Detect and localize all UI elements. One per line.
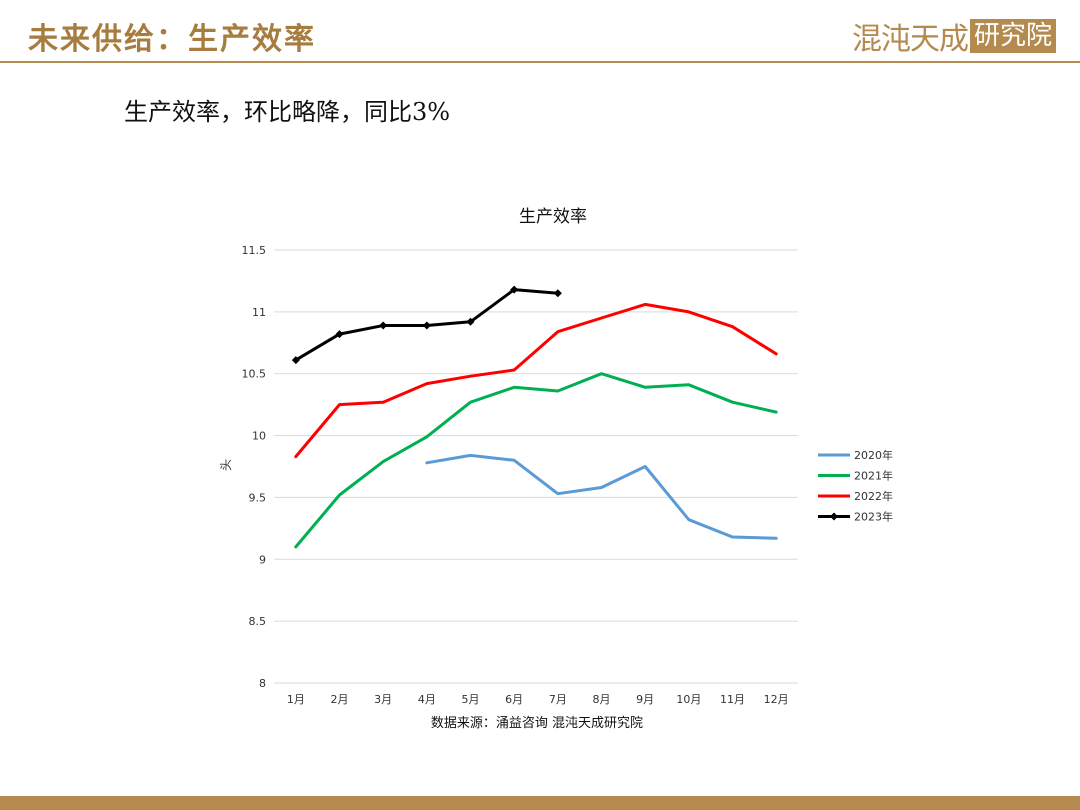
y-tick-label: 11 <box>252 306 266 319</box>
data-point <box>335 330 344 339</box>
y-tick-label: 11.5 <box>242 244 267 257</box>
x-tick-label: 6月 <box>505 693 523 706</box>
y-tick-label: 9 <box>259 553 266 566</box>
line-chart: 生产效率 8 8.5 9 9.5 10 10.5 11 11.5 1月 2月 3月 4月 5月 6月 7月… <box>219 207 893 731</box>
x-tick-label: 5月 <box>462 693 480 706</box>
x-tick-label: 9月 <box>636 693 654 706</box>
y-axis-label: 头 <box>219 459 233 471</box>
series-2 <box>294 302 778 459</box>
y-tick-label: 8.5 <box>249 615 267 628</box>
data-point <box>553 289 562 298</box>
source-note: 数据来源：涌益咨询 混沌天成研究院 <box>431 716 643 731</box>
series-line <box>294 372 778 549</box>
x-tick-label: 2月 <box>331 693 349 706</box>
series-1 <box>294 372 778 549</box>
series-0 <box>425 453 778 540</box>
data-point <box>291 356 300 365</box>
header-divider <box>0 61 1080 63</box>
series-line <box>294 302 778 459</box>
footer-band <box>0 796 1080 810</box>
y-tick-label: 10 <box>252 430 266 443</box>
legend-label: 2020年 <box>854 448 893 462</box>
data-point <box>510 285 519 294</box>
x-tick-label: 10月 <box>676 693 701 706</box>
legend-item: 2021年 <box>818 469 893 483</box>
brand-box: 研究院 <box>969 19 1056 53</box>
chart-title: 生产效率 <box>519 207 587 227</box>
slide-subtitle: 生产效率，环比略降，同比3% <box>124 98 451 126</box>
y-tick-label: 8 <box>259 677 266 690</box>
x-tick-label: 11月 <box>720 693 745 706</box>
legend-label: 2023年 <box>854 510 893 524</box>
y-tick-label: 9.5 <box>249 491 267 504</box>
x-tick-label: 7月 <box>549 693 567 706</box>
x-tick-label: 12月 <box>764 693 789 706</box>
series-line <box>425 453 778 540</box>
x-tick-label: 8月 <box>593 693 611 706</box>
data-point <box>379 321 388 330</box>
brand-logo: 混沌天成 研究院 <box>852 14 1056 58</box>
data-point <box>422 321 431 330</box>
brand-name: 混沌天成 <box>851 22 969 57</box>
y-tick-label: 10.5 <box>242 368 267 381</box>
x-tick-label: 3月 <box>374 693 392 706</box>
x-tick-label: 1月 <box>287 693 305 706</box>
legend-item: 2022年 <box>818 489 893 503</box>
legend-item: 2023年 <box>818 510 893 524</box>
data-point <box>466 317 475 326</box>
page-title: 未来供给：生产效率 <box>28 22 316 57</box>
legend-label: 2022年 <box>854 489 893 503</box>
x-tick-label: 4月 <box>418 693 436 706</box>
series-3 <box>291 285 562 365</box>
legend-item: 2020年 <box>818 448 893 462</box>
legend-label: 2021年 <box>854 469 893 483</box>
legend-marker <box>830 512 838 521</box>
